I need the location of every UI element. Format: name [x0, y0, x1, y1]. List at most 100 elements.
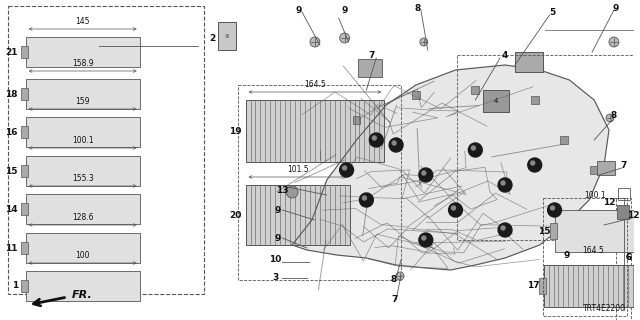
Bar	[26, 37, 140, 67]
Bar	[550, 223, 557, 239]
Bar	[20, 203, 28, 215]
Bar	[26, 117, 140, 147]
Circle shape	[310, 37, 320, 47]
Text: 5: 5	[549, 7, 556, 17]
Circle shape	[471, 146, 476, 150]
Circle shape	[340, 163, 353, 177]
Text: 18: 18	[5, 90, 18, 99]
Text: 164.5: 164.5	[304, 80, 326, 89]
Bar	[616, 198, 631, 320]
Text: 14: 14	[5, 204, 18, 213]
Bar	[20, 242, 28, 254]
Bar	[26, 271, 140, 301]
Bar	[20, 126, 28, 138]
Text: 10: 10	[269, 255, 282, 265]
Circle shape	[422, 171, 426, 175]
Circle shape	[372, 136, 376, 140]
Text: 145: 145	[76, 17, 90, 26]
Text: 4: 4	[502, 51, 508, 60]
Text: 6: 6	[626, 253, 632, 262]
Bar	[26, 79, 140, 109]
Circle shape	[389, 138, 403, 152]
Circle shape	[422, 236, 426, 240]
Text: ⊕: ⊕	[225, 34, 229, 38]
Bar	[218, 22, 236, 50]
Text: 13: 13	[276, 186, 289, 195]
Circle shape	[606, 114, 614, 122]
Bar	[539, 278, 546, 294]
Bar	[237, 85, 401, 280]
Circle shape	[449, 203, 463, 217]
Text: 9: 9	[563, 251, 570, 260]
Text: 158.9: 158.9	[72, 59, 93, 68]
Circle shape	[340, 33, 349, 43]
Text: TRT4E2200: TRT4E2200	[583, 304, 626, 313]
Circle shape	[452, 206, 456, 210]
Circle shape	[369, 133, 383, 147]
Circle shape	[550, 206, 554, 210]
Bar	[26, 233, 140, 263]
Text: 19: 19	[229, 126, 242, 135]
Circle shape	[420, 38, 428, 46]
Bar	[554, 210, 636, 252]
Text: 9: 9	[296, 5, 302, 14]
Text: 7: 7	[621, 161, 627, 170]
Bar	[358, 59, 382, 77]
Circle shape	[396, 272, 404, 280]
Bar	[458, 55, 636, 240]
Text: FR.: FR.	[71, 290, 92, 300]
Text: 3: 3	[272, 274, 278, 283]
Text: 6: 6	[626, 253, 632, 262]
Text: 100: 100	[76, 251, 90, 260]
Bar	[561, 136, 568, 144]
Text: 101.5: 101.5	[287, 165, 308, 174]
Circle shape	[548, 203, 561, 217]
Text: 9: 9	[341, 5, 348, 14]
Text: 15: 15	[538, 227, 550, 236]
Text: 100.1: 100.1	[584, 191, 606, 200]
Text: 9: 9	[274, 234, 280, 243]
Text: 7: 7	[391, 295, 397, 305]
Text: 8: 8	[391, 276, 397, 284]
Bar	[471, 86, 479, 94]
Text: 1: 1	[12, 282, 18, 291]
Text: 4: 4	[494, 98, 499, 104]
Text: 16: 16	[5, 127, 18, 137]
Bar	[543, 198, 627, 316]
Circle shape	[419, 233, 433, 247]
Text: 12: 12	[604, 197, 616, 206]
Bar	[246, 185, 349, 245]
Bar	[20, 46, 28, 58]
Bar	[618, 188, 630, 200]
Text: 100.1: 100.1	[72, 136, 93, 145]
Text: 11: 11	[5, 244, 18, 252]
Circle shape	[468, 143, 483, 157]
Bar	[8, 6, 204, 294]
Circle shape	[286, 186, 298, 198]
Text: 21: 21	[5, 47, 18, 57]
Circle shape	[609, 37, 619, 47]
Circle shape	[528, 158, 541, 172]
Text: 155.3: 155.3	[72, 174, 93, 183]
Circle shape	[501, 226, 505, 230]
Bar	[26, 194, 140, 224]
Bar	[617, 205, 628, 219]
Bar	[20, 165, 28, 177]
Text: 12: 12	[627, 211, 640, 220]
Bar	[20, 280, 28, 292]
Text: 159: 159	[76, 97, 90, 106]
Circle shape	[498, 178, 512, 192]
Bar	[483, 90, 509, 112]
Polygon shape	[292, 65, 609, 270]
Circle shape	[360, 193, 373, 207]
Circle shape	[342, 166, 347, 170]
Bar	[590, 166, 598, 174]
Bar	[20, 88, 28, 100]
Text: 20: 20	[229, 211, 242, 220]
Bar	[597, 161, 615, 175]
Bar	[515, 52, 543, 72]
Circle shape	[392, 141, 396, 145]
Text: 164.5: 164.5	[582, 246, 604, 255]
Circle shape	[498, 223, 512, 237]
Circle shape	[531, 161, 535, 165]
